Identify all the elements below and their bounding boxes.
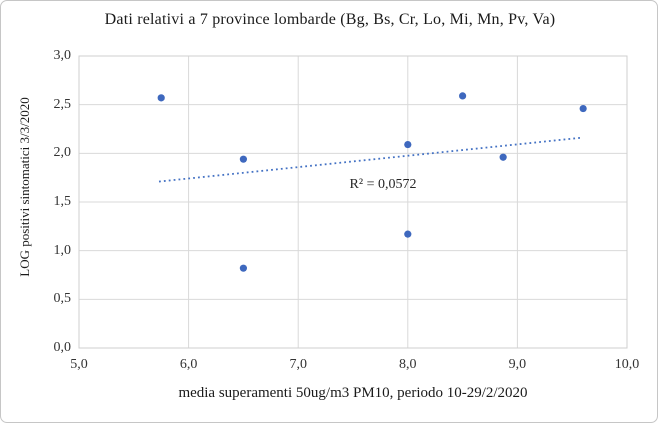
data-point bbox=[579, 104, 587, 113]
r-squared-annotation: R² = 0,0572 bbox=[349, 177, 417, 192]
data-point bbox=[239, 264, 247, 272]
y-tick-label: 0,5 bbox=[53, 291, 72, 307]
data-point bbox=[459, 92, 467, 100]
y-tick-label: 1,0 bbox=[53, 242, 72, 258]
y-tick-label: 1,5 bbox=[53, 194, 72, 209]
trendline bbox=[158, 136, 582, 183]
x-tick-label: 10,0 bbox=[614, 357, 640, 372]
x-tick-label: 7,0 bbox=[289, 357, 307, 372]
y-tick-label: 0,0 bbox=[53, 340, 72, 355]
data-point bbox=[157, 94, 165, 102]
x-tick-label: 8,0 bbox=[399, 357, 417, 372]
data-point bbox=[239, 155, 247, 163]
y-tick-label: 2,5 bbox=[53, 96, 72, 112]
y-tick-label: 3,0 bbox=[53, 48, 72, 63]
x-axis-title: media superamenti 50ug/m3 PM10, periodo … bbox=[178, 385, 528, 401]
x-tick-label: 9,0 bbox=[508, 357, 527, 372]
plot-border bbox=[78, 55, 628, 349]
gridlines bbox=[78, 55, 628, 349]
x-tick-label: 6,0 bbox=[179, 357, 198, 372]
y-tick-label: 2,0 bbox=[53, 145, 72, 161]
data-point bbox=[404, 230, 412, 238]
trendline-line bbox=[158, 136, 582, 183]
data-points bbox=[157, 92, 587, 272]
data-point bbox=[404, 140, 412, 149]
data-point bbox=[499, 153, 507, 161]
x-tick-label: 5,0 bbox=[70, 357, 88, 372]
chart-title: Dati relativi a 7 province lombarde (Bg,… bbox=[104, 11, 556, 28]
